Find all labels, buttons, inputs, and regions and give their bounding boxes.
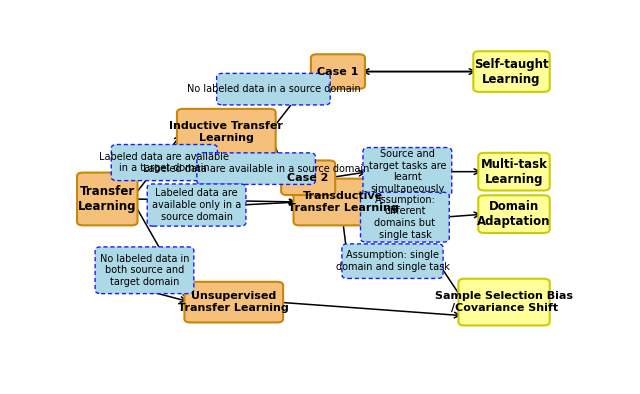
Text: Labeled data are available
in a target domain: Labeled data are available in a target d… xyxy=(99,152,229,173)
FancyBboxPatch shape xyxy=(281,160,335,195)
FancyBboxPatch shape xyxy=(311,54,365,89)
FancyBboxPatch shape xyxy=(342,244,443,279)
FancyBboxPatch shape xyxy=(77,173,138,225)
FancyBboxPatch shape xyxy=(95,247,194,294)
Text: No labeled data in
both source and
target domain: No labeled data in both source and targe… xyxy=(100,254,189,287)
FancyBboxPatch shape xyxy=(184,282,283,322)
FancyBboxPatch shape xyxy=(363,147,452,196)
FancyBboxPatch shape xyxy=(360,192,449,242)
Text: Case 2: Case 2 xyxy=(287,173,329,183)
Text: Labeled data are
available only in a
source domain: Labeled data are available only in a sou… xyxy=(152,188,241,222)
FancyBboxPatch shape xyxy=(177,109,276,156)
Text: Inductive Transfer
Learning: Inductive Transfer Learning xyxy=(170,121,284,143)
Text: Domain
Adaptation: Domain Adaptation xyxy=(477,200,551,228)
Text: Assumption: single
domain and single task: Assumption: single domain and single tas… xyxy=(335,250,449,272)
Text: Unsupervised
Transfer Learning: Unsupervised Transfer Learning xyxy=(179,291,289,313)
FancyBboxPatch shape xyxy=(147,184,246,226)
Text: Transfer
Learning: Transfer Learning xyxy=(78,185,136,213)
FancyBboxPatch shape xyxy=(111,145,218,180)
Text: Assumption:
different
domains but
single task: Assumption: different domains but single… xyxy=(374,195,435,240)
Text: Sample Selection Bias
/Covariance Shift: Sample Selection Bias /Covariance Shift xyxy=(435,291,573,313)
FancyBboxPatch shape xyxy=(474,51,550,92)
FancyBboxPatch shape xyxy=(478,195,550,233)
FancyBboxPatch shape xyxy=(217,73,330,105)
FancyBboxPatch shape xyxy=(478,153,550,190)
FancyBboxPatch shape xyxy=(197,153,316,184)
Text: Labeled data are available in a source domain: Labeled data are available in a source d… xyxy=(143,164,369,174)
Text: Transductive
Transfer Learning: Transductive Transfer Learning xyxy=(287,191,398,213)
Text: Case 1: Case 1 xyxy=(317,67,358,76)
Text: Self-taught
Learning: Self-taught Learning xyxy=(474,58,549,85)
Text: Source and
target tasks are
learnt
simultaneously: Source and target tasks are learnt simul… xyxy=(369,149,446,194)
FancyBboxPatch shape xyxy=(458,279,550,325)
FancyBboxPatch shape xyxy=(294,178,392,225)
Text: Multi-task
Learning: Multi-task Learning xyxy=(481,158,547,186)
Text: No labeled data in a source domain: No labeled data in a source domain xyxy=(187,84,360,94)
